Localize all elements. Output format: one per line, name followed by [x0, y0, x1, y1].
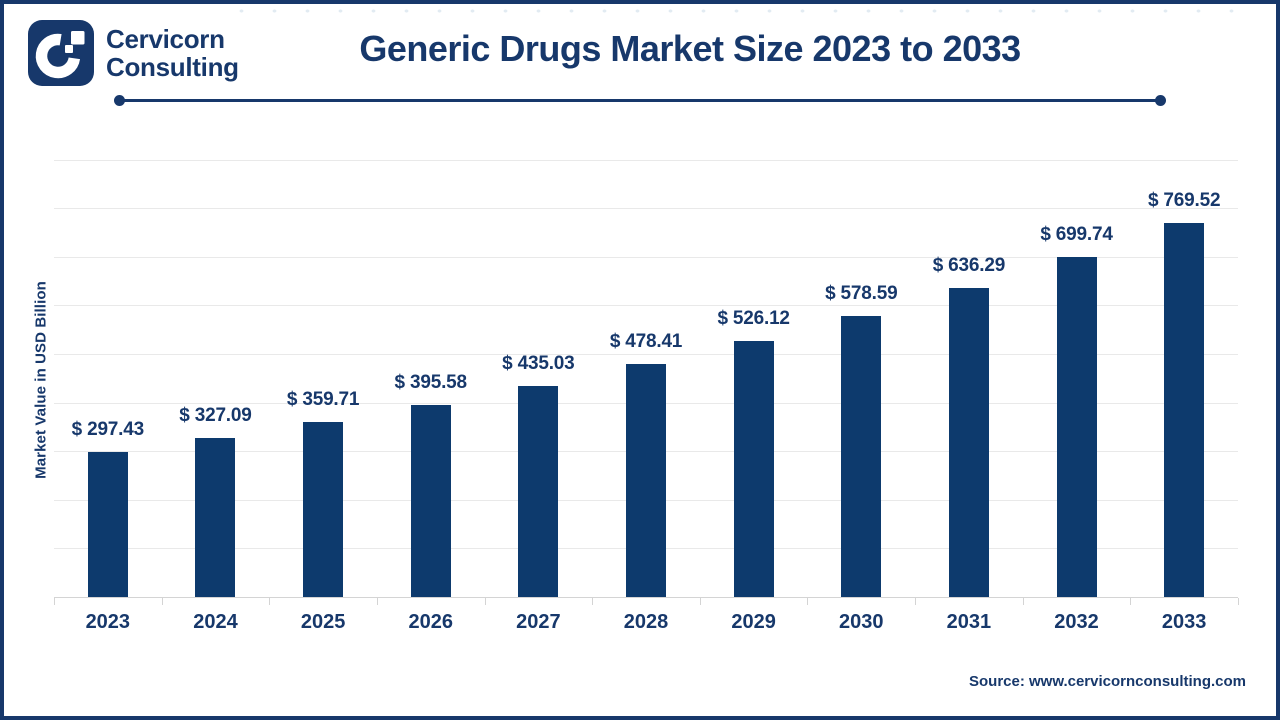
decorative-dot-row: [225, 6, 1235, 16]
value-label-2025: $ 359.71: [286, 389, 360, 411]
x-axis-tick: [699, 598, 701, 605]
x-axis-label-2023: 2023: [85, 611, 131, 633]
rule-end-dot-left: [114, 95, 125, 106]
x-axis-tick: [376, 598, 378, 605]
bar-2033: [1164, 222, 1205, 597]
x-axis-tick: [915, 598, 917, 605]
value-label-2027: $ 435.03: [502, 352, 575, 374]
x-axis-label-2030: 2030: [839, 611, 884, 633]
x-axis-tick: [592, 598, 594, 605]
brand-name-line2: Consulting: [106, 52, 239, 82]
x-axis-tick: [1130, 598, 1132, 605]
x-axis-tick: [161, 598, 163, 605]
value-label-2031: $ 636.29: [932, 254, 1006, 276]
x-axis-line: [54, 597, 1238, 598]
value-label-2032: $ 699.74: [1040, 223, 1113, 245]
brand-name-line1: Cervicorn: [106, 23, 225, 54]
x-axis-tick: [484, 598, 486, 605]
bar-2028: [626, 364, 666, 597]
value-label-2023: $ 297.43: [71, 419, 145, 441]
chart-title: Generic Drugs Market Size 2023 to 2033: [359, 28, 1021, 69]
bar-2032: [1056, 256, 1097, 597]
bar-2027: [518, 385, 559, 597]
x-axis-label-2029: 2029: [731, 611, 776, 633]
x-axis-label-2024: 2024: [193, 611, 238, 633]
x-axis-tick: [269, 598, 271, 605]
x-axis-label-2026: 2026: [408, 611, 453, 633]
value-label-2029: $ 526.12: [717, 308, 790, 330]
gridline-500: [54, 353, 1238, 355]
bar-2029: [733, 341, 774, 597]
bar-2026: [410, 404, 451, 597]
value-label-2028: $ 478.41: [609, 331, 683, 353]
value-label-2033: $ 769.52: [1147, 189, 1221, 211]
bar-2024: [195, 437, 236, 597]
x-axis-label-2025: 2025: [300, 611, 346, 633]
value-label-2024: $ 327.09: [179, 404, 252, 426]
rule-end-dot-right: [1155, 95, 1166, 106]
source-credit: Source: www.cervicornconsulting.com: [968, 673, 1246, 690]
bar-2030: [841, 315, 882, 597]
x-axis-label-2031: 2031: [946, 611, 992, 633]
bar-2023: [87, 452, 128, 597]
x-axis-tick: [54, 598, 55, 605]
value-label-2030: $ 578.59: [825, 282, 898, 304]
cervicorn-logo-icon: [28, 20, 94, 86]
bar-2031: [948, 287, 989, 597]
brand-name: Cervicorn Consulting: [106, 25, 239, 81]
gridline-900: [54, 159, 1238, 161]
x-axis-tick: [1022, 598, 1024, 605]
x-axis-label-2033: 2033: [1161, 611, 1207, 633]
y-axis-title: Market Value in USD Billion: [32, 281, 50, 479]
x-axis-label-2027: 2027: [516, 611, 561, 633]
x-axis-label-2032: 2032: [1054, 611, 1099, 633]
value-label-2026: $ 395.58: [394, 371, 468, 393]
x-axis-label-2028: 2028: [623, 611, 669, 633]
gridline-800: [54, 208, 1238, 210]
title-underline-rule: [120, 99, 1161, 102]
gridline-700: [54, 256, 1238, 258]
x-axis-tick: [807, 598, 809, 605]
x-axis-tick: [1238, 598, 1239, 605]
brand-logo: Cervicorn Consulting: [28, 20, 239, 86]
bar-2025: [303, 422, 344, 597]
gridline-600: [54, 305, 1238, 307]
